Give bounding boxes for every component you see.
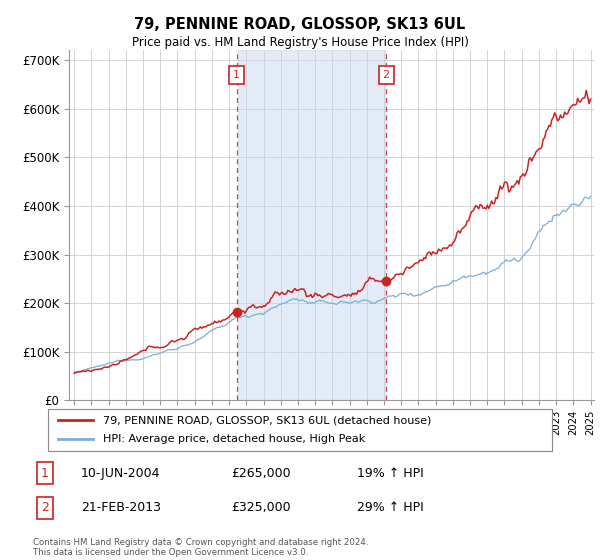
Text: 2: 2 bbox=[41, 501, 49, 515]
Text: 10-JUN-2004: 10-JUN-2004 bbox=[81, 466, 161, 480]
Text: 1: 1 bbox=[233, 70, 240, 80]
Text: HPI: Average price, detached house, High Peak: HPI: Average price, detached house, High… bbox=[103, 435, 365, 445]
Text: 2: 2 bbox=[383, 70, 389, 80]
Text: 79, PENNINE ROAD, GLOSSOP, SK13 6UL (detached house): 79, PENNINE ROAD, GLOSSOP, SK13 6UL (det… bbox=[103, 415, 432, 425]
Text: Price paid vs. HM Land Registry's House Price Index (HPI): Price paid vs. HM Land Registry's House … bbox=[131, 36, 469, 49]
FancyBboxPatch shape bbox=[48, 409, 552, 451]
Text: 1: 1 bbox=[41, 466, 49, 480]
Text: £325,000: £325,000 bbox=[231, 501, 290, 515]
Text: Contains HM Land Registry data © Crown copyright and database right 2024.
This d: Contains HM Land Registry data © Crown c… bbox=[33, 538, 368, 557]
Text: 79, PENNINE ROAD, GLOSSOP, SK13 6UL: 79, PENNINE ROAD, GLOSSOP, SK13 6UL bbox=[134, 17, 466, 32]
Text: 21-FEB-2013: 21-FEB-2013 bbox=[81, 501, 161, 515]
Text: 29% ↑ HPI: 29% ↑ HPI bbox=[357, 501, 424, 515]
Text: 19% ↑ HPI: 19% ↑ HPI bbox=[357, 466, 424, 480]
Text: £265,000: £265,000 bbox=[231, 466, 290, 480]
